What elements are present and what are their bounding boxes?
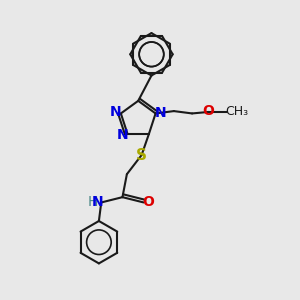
Text: N: N — [92, 195, 103, 209]
Text: N: N — [116, 128, 128, 142]
Text: S: S — [136, 148, 147, 163]
Text: H: H — [87, 195, 98, 209]
Text: CH₃: CH₃ — [225, 106, 248, 118]
Text: N: N — [110, 105, 122, 119]
Text: O: O — [142, 196, 154, 209]
Text: O: O — [202, 104, 214, 118]
Text: N: N — [155, 106, 167, 120]
